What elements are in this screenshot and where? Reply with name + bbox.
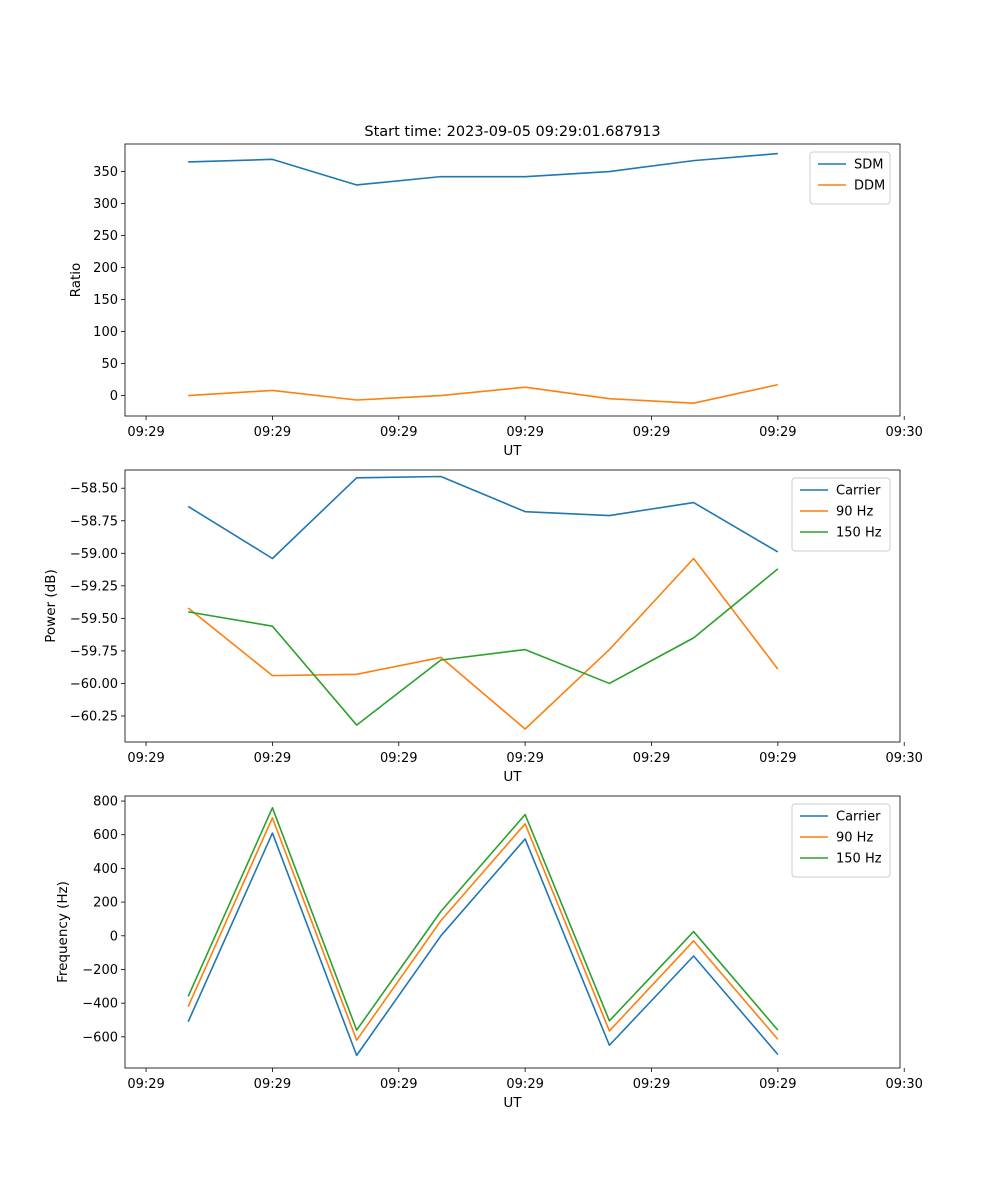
x-tick-label: 09:29 — [380, 425, 417, 440]
legend-label: 90 Hz — [836, 505, 873, 520]
x-tick-label: 09:29 — [380, 751, 417, 766]
y-tick-label: −59.50 — [70, 612, 118, 627]
x-tick-label: 09:29 — [254, 751, 291, 766]
y-tick-label: −58.75 — [70, 514, 118, 529]
series-line-carrier — [187, 832, 779, 1057]
legend-label: 90 Hz — [836, 831, 873, 846]
series-line-sdm — [188, 152, 778, 186]
x-tick-label: 09:29 — [633, 751, 670, 766]
y-tick-label: −400 — [82, 997, 118, 1012]
y-tick-label: 200 — [93, 896, 118, 911]
y-tick-label: −58.50 — [70, 482, 118, 497]
y-tick-label: 100 — [93, 325, 118, 340]
x-tick-label: 09:29 — [506, 425, 543, 440]
ratio-chart: 0 50 100 150 200 250 300 350 09:29 09:29 09:29 09:2… — [68, 143, 923, 459]
legend: Carrier 90 Hz 150 Hz — [791, 477, 891, 552]
legend-label: 150 Hz — [836, 526, 882, 541]
y-axis-label: Ratio — [68, 263, 84, 298]
y-axis-label: Power (dB) — [43, 569, 59, 642]
y-tick-label: 600 — [93, 828, 118, 843]
axes-frame — [124, 795, 901, 1069]
x-axis-label: UT — [503, 443, 522, 459]
x-tick-label: 09:30 — [885, 751, 922, 766]
y-tick-label: 0 — [110, 929, 118, 944]
y-tick-label: 200 — [93, 261, 118, 276]
y-tick-label: 350 — [93, 165, 118, 180]
figure-title: Start time: 2023-09-05 09:29:01.687913 — [364, 124, 660, 140]
y-tick-label: −59.25 — [70, 579, 118, 594]
series-line-150-hz — [187, 806, 779, 1031]
x-tick-label: 09:29 — [759, 751, 796, 766]
x-tick-label: 09:29 — [633, 1077, 670, 1092]
y-axis-label: Frequency (Hz) — [55, 881, 71, 983]
legend-label: Carrier — [836, 484, 881, 499]
x-tick-label: 09:29 — [254, 1077, 291, 1092]
x-tick-label: 09:29 — [127, 1077, 164, 1092]
x-tick-label: 09:30 — [885, 1077, 922, 1092]
series-line-carrier — [187, 475, 779, 560]
legend: Carrier 90 Hz 150 Hz — [791, 803, 891, 878]
y-tick-label: 150 — [93, 293, 118, 308]
x-tick-label: 09:29 — [506, 1077, 543, 1092]
series-line-150-hz — [188, 568, 779, 726]
x-axis-label: UT — [503, 769, 522, 785]
y-tick-label: −59.75 — [70, 644, 118, 659]
y-tick-label: 250 — [93, 229, 118, 244]
axes-frame — [124, 469, 901, 743]
series-line-90-hz — [187, 817, 779, 1042]
y-tick-label: 400 — [93, 862, 118, 877]
x-tick-label: 09:29 — [127, 751, 164, 766]
y-tick-label: 0 — [110, 389, 118, 404]
series-line-ddm — [188, 383, 779, 405]
x-tick-label: 09:29 — [759, 425, 796, 440]
legend: SDM DDM — [809, 151, 891, 205]
y-tick-label: 50 — [101, 357, 118, 372]
y-tick-label: −600 — [82, 1030, 118, 1045]
power-chart: −60.25 −60.00 −59.75 −59.50 −59.25 −59.00 −58.… — [43, 469, 923, 785]
legend-label: SDM — [854, 158, 883, 173]
y-tick-label: 300 — [93, 197, 118, 212]
x-tick-label: 09:30 — [885, 425, 922, 440]
frequency-chart: −600 −400 −200 0 200 400 600 800 09:29 09:29 09:29… — [55, 795, 923, 1111]
y-tick-label: −200 — [82, 963, 118, 978]
series-line-90-hz — [187, 557, 779, 730]
legend-box — [809, 151, 891, 205]
x-tick-label: 09:29 — [759, 1077, 796, 1092]
axes-frame — [124, 143, 901, 417]
x-tick-label: 09:29 — [633, 425, 670, 440]
x-tick-label: 09:29 — [127, 425, 164, 440]
legend-label: Carrier — [836, 810, 881, 825]
x-tick-label: 09:29 — [254, 425, 291, 440]
y-tick-label: −60.25 — [70, 709, 118, 724]
legend-label: 150 Hz — [836, 852, 882, 867]
y-tick-label: −59.00 — [70, 547, 118, 562]
y-tick-label: 800 — [93, 795, 118, 810]
x-tick-label: 09:29 — [506, 751, 543, 766]
x-axis-label: UT — [503, 1095, 522, 1111]
x-tick-label: 09:29 — [380, 1077, 417, 1092]
y-tick-label: −60.00 — [70, 677, 118, 692]
legend-label: DDM — [854, 179, 885, 194]
